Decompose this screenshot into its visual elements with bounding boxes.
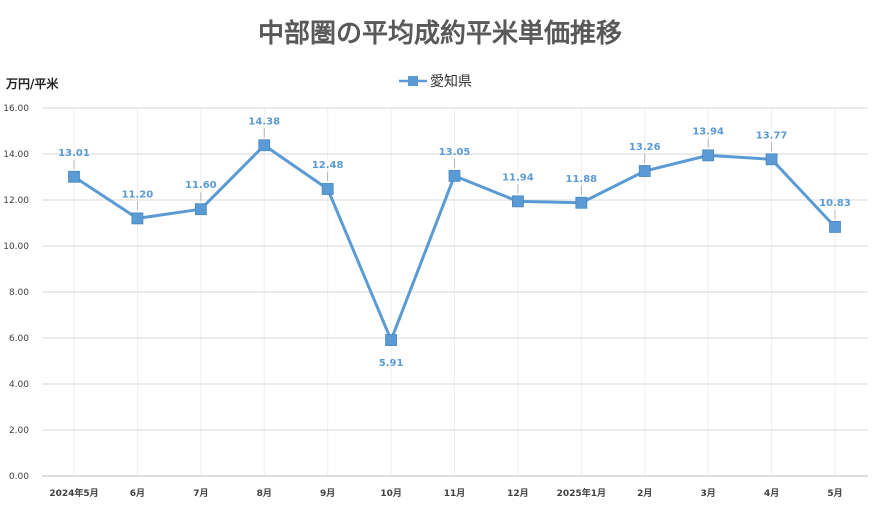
- data-point-marker: [512, 195, 524, 208]
- data-point-marker: [194, 203, 207, 216]
- data-label: 13.26: [629, 142, 661, 153]
- x-tick-label: 12月: [507, 488, 529, 499]
- y-axis-unit-label: 万円/平米: [5, 76, 59, 91]
- y-tick-label: 10.00: [3, 242, 29, 252]
- data-label: 11.88: [566, 174, 598, 185]
- x-tick-label: 10月: [380, 488, 402, 499]
- y-tick-label: 8.00: [9, 288, 29, 298]
- y-tick-label: 2.00: [9, 426, 29, 436]
- data-label: 11.94: [502, 172, 534, 183]
- x-tick-label: 8月: [257, 488, 272, 499]
- x-tick-label: 9月: [320, 488, 335, 499]
- data-label: 13.01: [58, 148, 90, 159]
- chart-title: 中部圏の平均成約平米単価推移: [258, 18, 622, 49]
- y-tick-label: 12.00: [3, 196, 29, 206]
- data-point-marker: [829, 221, 841, 233]
- data-label: 12.48: [312, 160, 344, 171]
- data-labels: 13.01 11.20 11.60 14.38 12.48 5.91 13.05 11.94 1…: [58, 116, 851, 369]
- data-label: 13.05: [439, 147, 471, 158]
- data-label: 11.20: [122, 189, 154, 200]
- legend: 愛知県: [399, 73, 472, 90]
- x-tick-label: 5月: [827, 488, 842, 499]
- data-label: 10.83: [819, 198, 851, 209]
- x-tick-label: 11月: [444, 488, 466, 499]
- data-label: 13.94: [692, 126, 724, 137]
- data-point-marker: [321, 183, 334, 195]
- data-point-marker: [575, 196, 588, 209]
- data-point-marker: [638, 165, 651, 177]
- data-point-marker: [702, 149, 715, 162]
- data-point-marker: [131, 212, 144, 225]
- y-tick-label: 6.00: [9, 334, 29, 344]
- x-tick-label: 7月: [193, 488, 208, 499]
- y-tick-label: 16.00: [3, 104, 29, 114]
- data-point-marker: [68, 170, 80, 183]
- legend-label: 愛知県: [430, 73, 472, 90]
- data-point-marker: [385, 334, 397, 346]
- series-line: [68, 139, 841, 346]
- x-tick-label: 3月: [701, 488, 716, 499]
- axes: 0.00 2.00 4.00 6.00 8.00 10.00 12.00 14.00 16.00…: [3, 104, 842, 499]
- data-point-marker: [448, 169, 461, 182]
- grid: [42, 107, 868, 477]
- data-point-marker: [258, 139, 271, 152]
- data-point-marker: [765, 153, 778, 166]
- data-label: 14.38: [248, 116, 280, 127]
- data-label: 13.77: [756, 130, 788, 141]
- y-tick-label: 4.00: [9, 380, 29, 390]
- x-tick-label: 2025年1月: [557, 487, 606, 499]
- legend-marker-swatch: [408, 76, 418, 86]
- x-tick-label: 6月: [130, 488, 145, 499]
- data-label: 5.91: [379, 358, 404, 369]
- x-tick-label: 2月: [637, 488, 652, 499]
- y-tick-label: 0.00: [9, 472, 29, 482]
- x-tick-label: 2024年5月: [49, 487, 98, 499]
- y-tick-label: 14.00: [3, 150, 29, 160]
- data-label: 11.60: [185, 180, 217, 191]
- x-tick-label: 4月: [764, 488, 779, 499]
